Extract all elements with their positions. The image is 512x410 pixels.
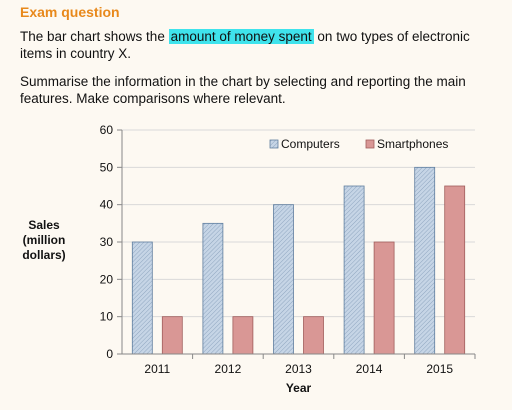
x-tick-label: 2012 [215,362,242,376]
y-axis-label-line: dollars) [22,248,66,262]
instruction-text: Summarise the information in the chart b… [20,74,466,106]
bar-smartphones [232,316,254,355]
x-tick-label: 2011 [144,362,170,376]
exam-question-heading: Exam question [20,4,120,20]
y-tick-label: 60 [100,123,114,137]
x-tick-label: 2015 [426,362,453,376]
y-tick-label: 40 [100,198,114,212]
bar-smartphones [444,185,466,355]
x-tick-label: 2014 [356,362,383,376]
question-text-start: The bar chart shows the [20,29,169,44]
bar-computers [414,166,436,355]
y-axis-label-line: Sales [28,218,60,232]
bar-smartphones [161,316,183,355]
question-text-end: on two types of electronic items in coun… [20,29,470,61]
y-axis-label: Sales (million dollars) [18,218,70,263]
x-tick-label: 2013 [285,362,312,376]
bar-chart: 0 10 20 30 40 50 60 2011 2012 2013 2014 2015 Year Co… [100,123,476,395]
legend-label-smartphones: Smartphones [377,137,448,151]
y-tick-label: 30 [100,235,114,249]
bar-computers [343,185,365,355]
y-tick-label: 20 [100,272,114,286]
legend-swatch-smartphones [365,139,375,149]
bar-smartphones [303,316,324,355]
bar-computers [202,222,224,355]
bar-computers [131,241,153,355]
question-text: The bar chart shows the amount of money … [20,28,500,62]
bar-computers [273,204,294,355]
y-axis-label-line: (million [22,233,66,247]
legend-swatch-computers [269,139,279,149]
x-axis-title: Year [286,381,312,395]
highlighted-phrase: amount of money spent [168,29,314,44]
y-tick-label: 0 [106,347,113,361]
bar-smartphones [373,241,395,355]
y-tick-label: 10 [100,310,114,324]
y-tick-label: 50 [100,160,114,174]
legend-label-computers: Computers [281,137,340,151]
